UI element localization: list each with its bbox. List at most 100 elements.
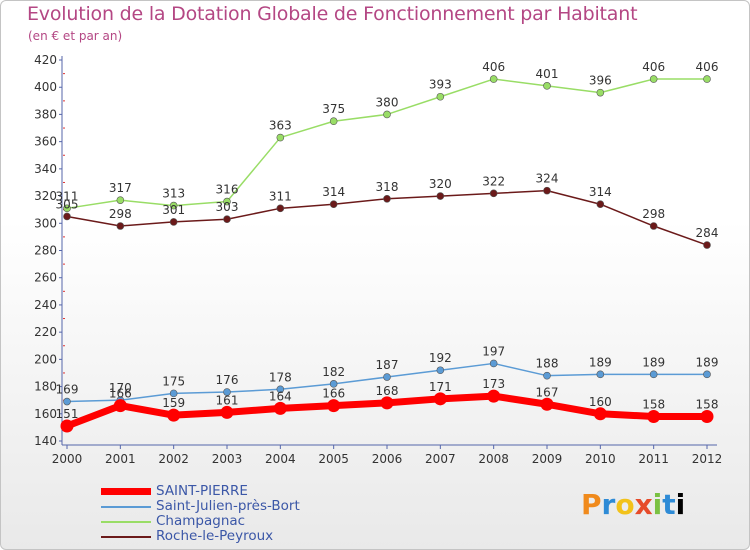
data-label: 380 <box>376 95 399 109</box>
data-label: 318 <box>376 180 399 194</box>
data-point <box>543 82 551 90</box>
data-point <box>596 200 605 209</box>
data-point <box>380 396 394 410</box>
data-label: 170 <box>109 381 132 395</box>
data-label: 161 <box>216 393 239 407</box>
data-point <box>647 410 661 424</box>
data-label: 166 <box>322 387 345 401</box>
x-tick-label: 2004 <box>265 452 296 466</box>
x-tick-label: 2008 <box>478 452 509 466</box>
data-point <box>276 204 285 213</box>
data-point <box>220 405 234 419</box>
data-label: 298 <box>109 207 132 221</box>
data-label: 375 <box>322 102 345 116</box>
data-point <box>540 397 554 411</box>
data-point <box>169 201 178 210</box>
data-point <box>223 215 231 224</box>
y-tick-label: 180 <box>34 380 57 394</box>
y-tick-label: 240 <box>34 298 57 312</box>
data-point <box>433 392 447 406</box>
data-label: 317 <box>109 181 132 195</box>
data-point <box>436 366 445 375</box>
data-point <box>489 189 498 198</box>
data-point <box>383 110 391 119</box>
data-point <box>543 186 551 195</box>
y-tick-label: 200 <box>34 352 57 366</box>
y-tick-label: 300 <box>34 216 57 230</box>
y-tick-label: 420 <box>34 53 57 67</box>
data-point <box>116 196 125 204</box>
data-label: 363 <box>269 119 292 133</box>
data-label: 393 <box>429 78 452 92</box>
data-label: 178 <box>269 370 292 384</box>
data-point <box>703 241 711 249</box>
y-tick-label: 220 <box>34 325 57 339</box>
y-tick-label: 380 <box>34 107 57 121</box>
data-point <box>489 359 498 368</box>
data-point <box>276 133 285 142</box>
data-point <box>700 410 714 424</box>
y-tick-label: 140 <box>34 434 57 448</box>
data-label: 151 <box>56 407 79 421</box>
data-point <box>276 385 285 394</box>
data-point <box>596 88 605 97</box>
data-label: 158 <box>642 398 665 412</box>
data-point <box>649 75 658 83</box>
data-label: 173 <box>482 377 505 391</box>
data-label: 284 <box>696 226 719 240</box>
legend-label: SAINT-PIERRE <box>156 483 248 499</box>
data-label: 192 <box>429 351 452 365</box>
y-tick-label: 360 <box>34 135 57 149</box>
data-label: 167 <box>536 385 559 399</box>
y-tick-label: 280 <box>34 244 57 258</box>
data-point <box>329 380 338 388</box>
data-label: 168 <box>376 384 399 398</box>
x-tick-label: 2000 <box>52 452 83 466</box>
data-label: 197 <box>482 344 505 358</box>
legend-swatch <box>101 536 151 538</box>
data-label: 188 <box>536 357 559 371</box>
data-label: 320 <box>429 177 452 191</box>
legend-swatch <box>101 488 151 495</box>
x-tick-label: 2009 <box>532 452 563 466</box>
data-point <box>63 204 71 213</box>
data-point <box>329 200 338 209</box>
data-point <box>436 192 445 200</box>
y-tick-label: 340 <box>34 162 57 176</box>
data-label: 189 <box>589 355 612 369</box>
data-label: 171 <box>429 380 452 394</box>
legend-label: Champagnac <box>156 513 246 529</box>
data-label: 314 <box>589 185 612 199</box>
data-label: 311 <box>269 189 292 203</box>
data-label: 169 <box>56 383 79 397</box>
data-point <box>489 75 498 83</box>
data-point <box>593 407 607 421</box>
data-label: 316 <box>216 183 239 197</box>
data-label: 406 <box>696 60 719 74</box>
x-tick-label: 2005 <box>318 452 349 466</box>
data-point <box>273 401 287 415</box>
y-tick-label: 400 <box>34 80 57 94</box>
data-label: 187 <box>376 358 399 372</box>
data-point <box>169 389 178 398</box>
legend-swatch <box>101 506 151 508</box>
x-tick-label: 2011 <box>638 452 669 466</box>
data-point <box>383 373 391 381</box>
y-tick-label: 260 <box>34 271 57 285</box>
data-label: 301 <box>162 203 185 217</box>
data-label: 406 <box>642 60 665 74</box>
data-point <box>596 370 605 379</box>
data-label: 159 <box>162 396 185 410</box>
x-tick-label: 2007 <box>425 452 456 466</box>
data-point <box>436 92 445 101</box>
x-tick-label: 2002 <box>158 452 189 466</box>
data-point <box>703 370 711 379</box>
data-point <box>327 399 341 413</box>
data-point <box>60 419 74 433</box>
data-point <box>703 75 711 83</box>
data-label: 322 <box>482 174 505 188</box>
x-tick-label: 2010 <box>585 452 616 466</box>
x-tick-label: 2006 <box>372 452 403 466</box>
